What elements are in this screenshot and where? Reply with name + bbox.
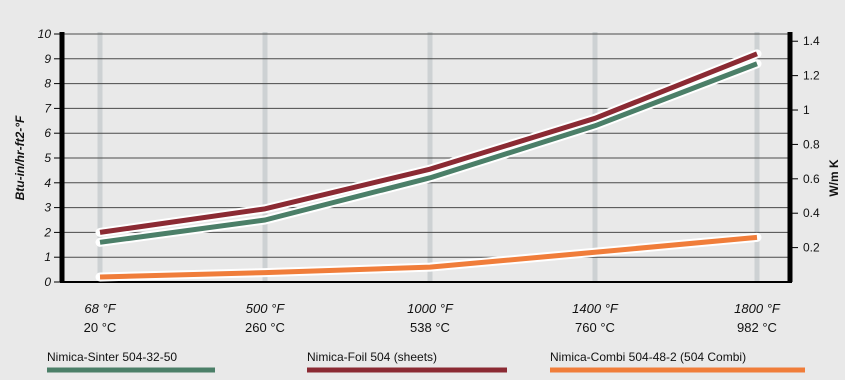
y-tick-label-left: 7 bbox=[44, 101, 52, 115]
tick-labels: 0 1 2 3 4 5 6 7 8 9 10 0.2 0.4 0.6 0.8 1 1.2 1.4 Btu-in/hr… bbox=[13, 27, 841, 335]
y-tick-label-right: 1.4 bbox=[803, 34, 820, 48]
y-tick-label-left: 3 bbox=[44, 201, 51, 215]
legend-label: Nimica-Combi 504-48-2 (504 Combi) bbox=[550, 350, 746, 364]
y-tick-label-right: 0.8 bbox=[803, 137, 820, 151]
y-tick-label-left: 10 bbox=[38, 27, 52, 41]
x-tick-label-f: 500 °F bbox=[246, 301, 286, 316]
y-tick-label-left: 5 bbox=[44, 151, 51, 165]
grid bbox=[62, 32, 790, 282]
y-axis-title-left: Btu-in/hr-ft2-°F bbox=[13, 115, 27, 200]
x-tick-label-c: 760 °C bbox=[575, 320, 615, 335]
legend-label: Nimica-Foil 504 (sheets) bbox=[307, 350, 437, 364]
y-tick-label-left: 4 bbox=[44, 176, 51, 190]
x-tick-label-c: 20 °C bbox=[84, 320, 117, 335]
y-tick-label-left: 0 bbox=[44, 275, 51, 289]
y-tick-label-left: 9 bbox=[44, 52, 51, 66]
y-tick-label-left: 2 bbox=[43, 225, 51, 239]
series-line bbox=[99, 234, 758, 280]
y-tick-label-left: 1 bbox=[44, 250, 51, 264]
y-tick-label-right: 0.6 bbox=[803, 172, 820, 186]
axes bbox=[54, 32, 798, 283]
series-line bbox=[99, 61, 758, 245]
y-tick-label-right: 1.2 bbox=[803, 69, 820, 83]
legend: Nimica-Sinter 504-32-50 Nimica-Foil 504 (… bbox=[47, 350, 805, 373]
x-tick-label-f: 1000 °F bbox=[407, 301, 454, 316]
y-tick-label-right: 0.4 bbox=[803, 206, 820, 220]
x-tick-label-c: 538 °C bbox=[410, 320, 450, 335]
series-lines bbox=[95, 49, 762, 282]
x-tick-label-f: 1800 °F bbox=[734, 301, 781, 316]
y-tick-label-right: 0.2 bbox=[803, 241, 820, 255]
series-line bbox=[99, 51, 758, 235]
x-tick-label-c: 260 °C bbox=[245, 320, 285, 335]
y-tick-label-right: 1 bbox=[803, 103, 810, 117]
x-tick-label-f: 68 °F bbox=[84, 301, 116, 316]
y-tick-label-left: 6 bbox=[44, 126, 51, 140]
y-tick-label-left: 8 bbox=[44, 77, 51, 91]
x-tick-label-f: 1400 °F bbox=[572, 301, 619, 316]
y-axis-title-right: W/m K bbox=[827, 159, 841, 197]
legend-label: Nimica-Sinter 504-32-50 bbox=[47, 350, 177, 364]
x-tick-label-c: 982 °C bbox=[737, 320, 777, 335]
